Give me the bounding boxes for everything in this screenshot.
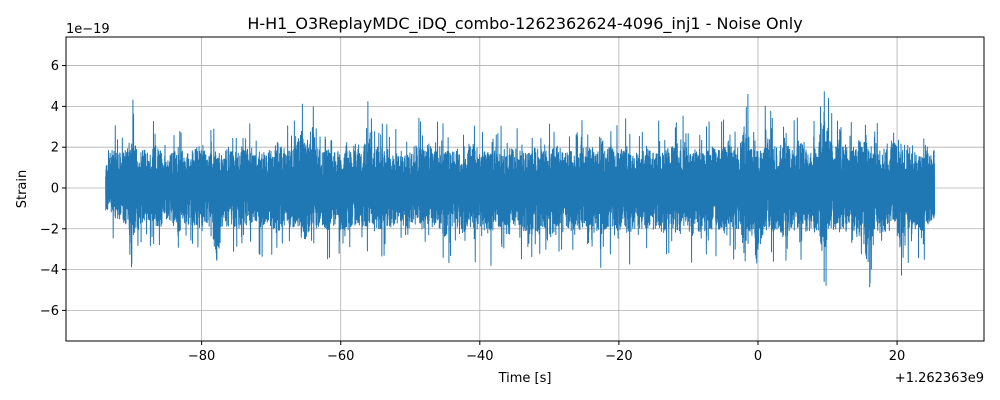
y-axis: −6 −4 −2 0 2 4 6 — [40, 59, 66, 319]
grid — [66, 37, 984, 341]
x-axis-label: Time [s] — [498, 371, 552, 386]
strain-line — [105, 91, 936, 288]
x-tick-label: −20 — [605, 349, 632, 364]
y-scale-label: 1e−19 — [66, 22, 110, 37]
y-tick-label: 4 — [51, 100, 59, 115]
y-tick-label: 2 — [51, 141, 59, 156]
x-tick-label: −40 — [466, 349, 493, 364]
x-tick-label: −80 — [188, 349, 215, 364]
y-tick-label: −6 — [40, 304, 59, 319]
y-tick-label: 0 — [51, 181, 59, 196]
signal-series — [105, 91, 936, 288]
y-tick-label: −2 — [40, 222, 59, 237]
y-axis-label: Strain — [15, 170, 30, 209]
x-tick-label: −60 — [327, 349, 354, 364]
y-tick-label: −4 — [40, 263, 59, 278]
x-tick-label: 0 — [754, 349, 762, 364]
x-axis: −80 −60 −40 −20 0 20 — [188, 341, 905, 364]
y-tick-label: 6 — [51, 59, 59, 74]
chart-title: H-H1_O3ReplayMDC_iDQ_combo-1262362624-40… — [247, 14, 802, 34]
x-tick-label: 20 — [889, 349, 906, 364]
plot-frame — [65, 36, 985, 342]
x-offset-label: +1.262363e9 — [895, 371, 984, 386]
